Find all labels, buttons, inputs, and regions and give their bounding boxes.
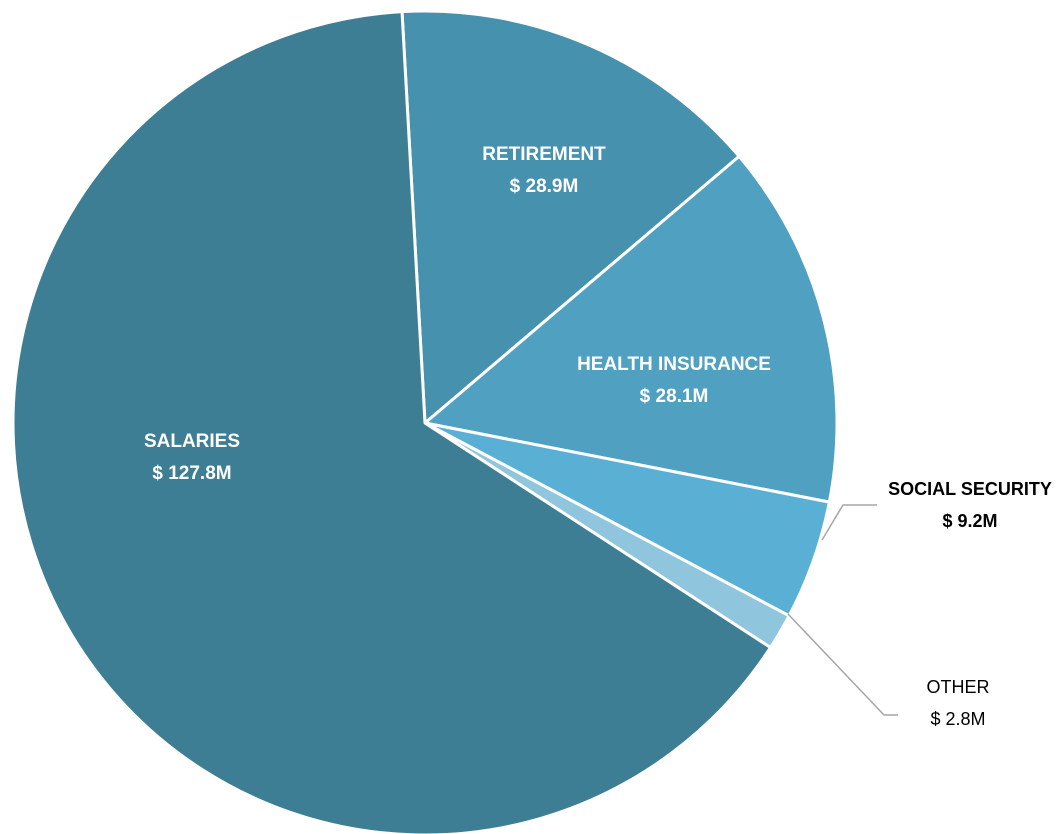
slice-label-retirement: RETIREMENT	[482, 144, 606, 165]
leader-line-social-security	[821, 504, 877, 541]
slice-label-other: OTHER	[927, 677, 990, 697]
slice-value-social-security: $ 9.2M	[942, 511, 997, 531]
leader-line-other	[787, 613, 898, 716]
slice-value-other: $ 2.8M	[930, 709, 985, 729]
pie-slice-salaries	[11, 10, 772, 834]
slice-value-salaries: $ 127.8M	[152, 463, 231, 484]
slice-label-salaries: SALARIES	[144, 431, 240, 452]
pie-slices	[11, 9, 839, 834]
pie-slice-health-insurance	[423, 154, 839, 504]
slice-value-retirement: $ 28.9M	[510, 176, 579, 197]
slice-value-health-insurance: $ 28.1M	[640, 386, 709, 407]
slice-label-social-security: SOCIAL SECURITY	[888, 479, 1052, 499]
pie-slice-retirement	[400, 9, 741, 425]
slice-labels: RETIREMENT $ 28.9M HEALTH INSURANCE $ 28.1M…	[144, 144, 1052, 729]
slice-label-health-insurance: HEALTH INSURANCE	[577, 354, 771, 375]
leader-lines	[787, 504, 898, 716]
